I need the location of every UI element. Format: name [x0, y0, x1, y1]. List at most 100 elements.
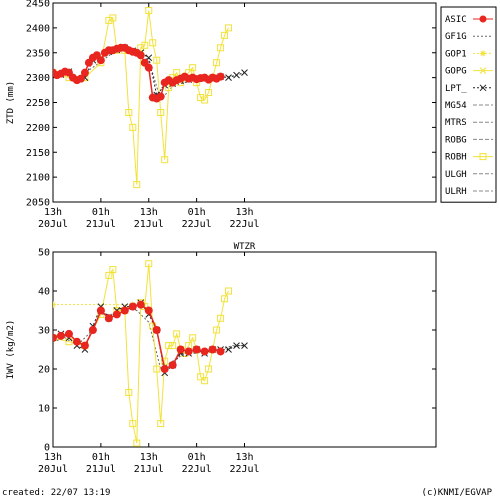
legend-label: ULRH [445, 187, 467, 197]
ztd-series-group [53, 6, 248, 189]
iwv-point-robh [109, 266, 117, 274]
iwv-point-asic [184, 347, 193, 356]
legend-marker [480, 50, 486, 57]
ztd-xtick-label-hour: 13h [140, 207, 158, 218]
iwv-xtick-label-date: 22Jul [229, 464, 259, 475]
legend-label: ULGH [445, 170, 467, 180]
ztd-plot-area [52, 2, 437, 203]
iwv-point-asic [136, 300, 145, 309]
iwv-point-asic [53, 333, 57, 342]
ztd-point-robh [221, 31, 229, 39]
ztd-point-robh [205, 89, 213, 97]
ztd-xtick-label-hour: 01h [92, 207, 110, 218]
ztd-point-robh [173, 69, 181, 77]
iwv-xtick-label-hour: 01h [188, 452, 206, 463]
iwv-xtick-label-date: 21Jul [86, 464, 116, 475]
iwv-ylabel: IWV (kg/m2) [6, 320, 16, 380]
iwv-point-asic [96, 306, 105, 315]
ztd-point-robh [225, 24, 233, 32]
iwv-point-robh [173, 330, 181, 338]
iwv-ytick-label: 40 [38, 287, 50, 298]
legend-label: MG54 [445, 101, 467, 111]
iwv-point-robh [221, 295, 229, 303]
ztd-ytick-label: 2100 [26, 173, 50, 184]
ztd-xtick-label-hour: 01h [188, 207, 206, 218]
ztd-point-asic [136, 51, 145, 60]
iwv-xtick-label-date: 20Jul [38, 464, 68, 475]
ztd-point-robh [137, 44, 145, 52]
iwv-point-lpt [233, 342, 240, 349]
ztd-point-robh [141, 41, 149, 49]
ztd-point-robh [129, 123, 137, 131]
iwv-panel: 0102030405013h20Jul01h21Jul13h21Jul01h22… [6, 242, 437, 475]
ztd-xtick-label-date: 21Jul [134, 219, 164, 230]
legend-marker [479, 67, 487, 74]
iwv-series-group [53, 260, 248, 447]
legend-label: ASIC [445, 15, 467, 25]
legend-label: ROBH [445, 153, 467, 163]
iwv-point-robh [169, 342, 177, 350]
ztd-point-lpt [233, 71, 240, 79]
iwv-title: WTZR [234, 242, 256, 252]
legend-label: MTRS [445, 118, 467, 128]
ztd-ytick-label: 2200 [26, 123, 50, 134]
ztd-point-lpt [225, 74, 232, 81]
iwv-point-robh [157, 420, 165, 428]
legend-marker [479, 15, 487, 23]
iwv-point-robh [153, 365, 161, 373]
ztd-point-robh [133, 181, 141, 189]
iwv-point-robh [133, 439, 141, 447]
iwv-ytick-label: 50 [38, 248, 50, 259]
ztd-ytick-label: 2400 [26, 23, 50, 34]
ztd-ytick-label: 2350 [26, 48, 50, 59]
ztd-xtick-label-hour: 13h [44, 207, 62, 218]
ztd-point-robh [201, 96, 209, 104]
legend-label: GF1G [445, 32, 467, 42]
ztd-ytick-label: 2050 [26, 198, 50, 209]
iwv-point-robh [105, 271, 113, 279]
iwv-xtick-label-hour: 13h [235, 452, 253, 463]
iwv-plot-area [52, 251, 437, 448]
iwv-point-asic [192, 345, 201, 354]
legend-label: GOP1 [445, 49, 467, 59]
credit-text: (c)KNMI/EGVAP [421, 488, 492, 498]
ztd-ytick-label: 2450 [26, 0, 50, 10]
ztd-point-robh [149, 39, 157, 47]
iwv-xtick-label-date: 21Jul [134, 464, 164, 475]
ztd-point-asic [96, 56, 105, 65]
iwv-point-asic [128, 302, 137, 311]
ztd-xtick-label-date: 22Jul [229, 219, 259, 230]
iwv-xtick-label-hour: 13h [140, 452, 158, 463]
iwv-point-robh [165, 342, 173, 350]
ztd-point-robh [105, 16, 113, 24]
iwv-point-robh [129, 420, 137, 428]
legend-label: ROBG [445, 135, 467, 145]
iwv-point-asic [200, 347, 209, 356]
ztd-point-robh [189, 64, 197, 72]
ztd-point-asic [76, 74, 85, 83]
iwv-ytick-label: 0 [44, 443, 50, 454]
iwv-series-line-asic [53, 303, 221, 371]
ztd-xtick-label-date: 21Jul [86, 219, 116, 230]
ztd-point-asic [80, 68, 89, 77]
iwv-ytick-label: 30 [38, 326, 50, 337]
ztd-point-robh [157, 108, 165, 116]
iwv-xtick-label-hour: 13h [44, 452, 62, 463]
ztd-ylabel: ZTD (mm) [6, 81, 16, 124]
iwv-point-asic [56, 331, 65, 340]
iwv-point-asic [152, 326, 161, 334]
iwv-point-asic [176, 345, 185, 354]
ztd-point-asic [156, 92, 165, 101]
ztd-ytick-label: 2150 [26, 148, 50, 159]
iwv-series-line-robh [53, 263, 229, 444]
iwv-point-robh [125, 388, 133, 396]
created-timestamp: created: 22/07 13:19 [2, 488, 111, 498]
iwv-point-asic [64, 329, 73, 338]
legend: ASIC GF1G GOP1 GOPG LPT_ MG54 MTRS ROBG ROBH ULGH… [440, 6, 497, 203]
iwv-point-asic [208, 345, 217, 354]
iwv-point-lpt [241, 342, 248, 349]
iwv-point-robh [201, 377, 209, 385]
iwv-point-asic [80, 341, 89, 350]
ztd-panel: 20502100215022002250230023502400245013h2… [6, 0, 437, 230]
